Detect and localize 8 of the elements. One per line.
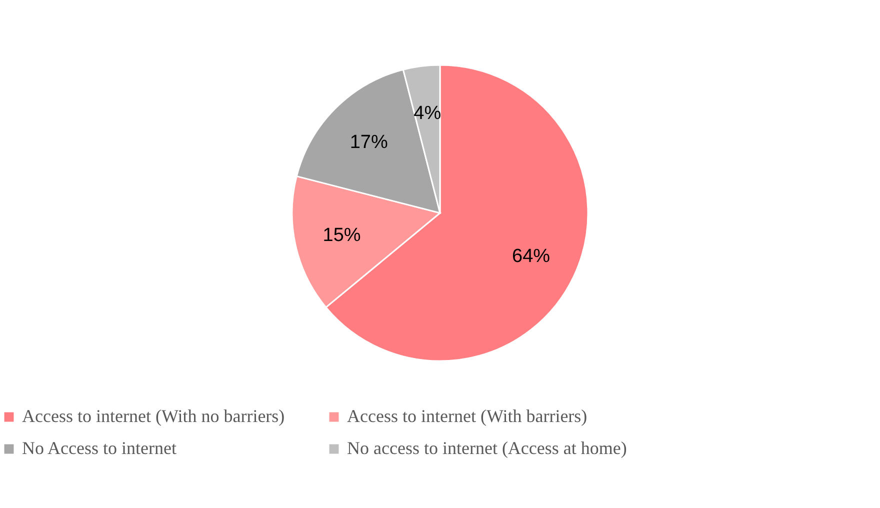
data-label: 64%: [512, 246, 550, 267]
data-label: 17%: [350, 132, 388, 153]
legend-label: No Access to internet: [22, 438, 176, 458]
legend-label: No access to internet (Access at home): [347, 438, 627, 458]
legend-label: Access to internet (With barriers): [347, 406, 588, 426]
data-label: 4%: [414, 103, 442, 124]
legend-label: Access to internet (With no barriers): [22, 406, 285, 426]
data-label: 15%: [322, 224, 361, 246]
